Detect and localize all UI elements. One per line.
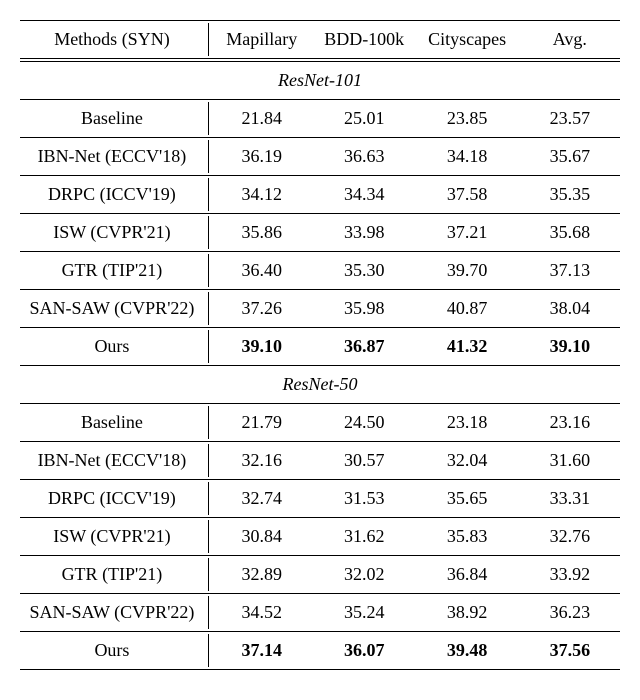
value-bdd: 36.87 [314, 328, 415, 366]
header-cityscapes: Cityscapes [415, 21, 520, 61]
method-name: DRPC (ICCV'19) [20, 176, 208, 214]
section-title: ResNet-50 [20, 366, 620, 404]
value-avg: 35.35 [520, 176, 620, 214]
value-cityscapes: 38.92 [415, 594, 520, 632]
value-bdd: 34.34 [314, 176, 415, 214]
method-name: Ours [20, 632, 208, 670]
value-cityscapes: 37.21 [415, 214, 520, 252]
value-avg: 33.92 [520, 556, 620, 594]
value-cityscapes: 34.18 [415, 138, 520, 176]
value-bdd: 25.01 [314, 100, 415, 138]
method-name: DRPC (ICCV'19) [20, 480, 208, 518]
row-divider [208, 252, 210, 290]
row-divider [208, 480, 210, 518]
value-bdd: 36.63 [314, 138, 415, 176]
row-divider [208, 556, 210, 594]
method-name: SAN-SAW (CVPR'22) [20, 290, 208, 328]
value-cityscapes: 39.70 [415, 252, 520, 290]
value-cityscapes: 35.65 [415, 480, 520, 518]
value-mapillary: 21.79 [210, 404, 314, 442]
value-cityscapes: 41.32 [415, 328, 520, 366]
value-cityscapes: 40.87 [415, 290, 520, 328]
value-avg: 31.60 [520, 442, 620, 480]
method-name: IBN-Net (ECCV'18) [20, 138, 208, 176]
row-divider [208, 442, 210, 480]
header-mapillary: Mapillary [210, 21, 314, 61]
value-avg: 23.57 [520, 100, 620, 138]
value-mapillary: 32.16 [210, 442, 314, 480]
value-bdd: 31.62 [314, 518, 415, 556]
value-bdd: 30.57 [314, 442, 415, 480]
value-bdd: 33.98 [314, 214, 415, 252]
value-bdd: 24.50 [314, 404, 415, 442]
method-name: GTR (TIP'21) [20, 252, 208, 290]
value-bdd: 31.53 [314, 480, 415, 518]
row-divider [208, 632, 210, 670]
row-divider [208, 290, 210, 328]
value-mapillary: 34.12 [210, 176, 314, 214]
value-mapillary: 21.84 [210, 100, 314, 138]
value-cityscapes: 32.04 [415, 442, 520, 480]
row-divider [208, 518, 210, 556]
value-mapillary: 37.26 [210, 290, 314, 328]
value-bdd: 36.07 [314, 632, 415, 670]
method-name: ISW (CVPR'21) [20, 518, 208, 556]
value-avg: 23.16 [520, 404, 620, 442]
value-avg: 38.04 [520, 290, 620, 328]
method-name: SAN-SAW (CVPR'22) [20, 594, 208, 632]
value-avg: 35.68 [520, 214, 620, 252]
value-mapillary: 34.52 [210, 594, 314, 632]
results-table: Methods (SYN)MapillaryBDD-100kCityscapes… [20, 20, 620, 670]
method-name: GTR (TIP'21) [20, 556, 208, 594]
row-divider [208, 100, 210, 138]
value-mapillary: 39.10 [210, 328, 314, 366]
method-name: IBN-Net (ECCV'18) [20, 442, 208, 480]
value-bdd: 35.98 [314, 290, 415, 328]
value-avg: 33.31 [520, 480, 620, 518]
value-bdd: 32.02 [314, 556, 415, 594]
row-divider [208, 328, 210, 366]
value-cityscapes: 36.84 [415, 556, 520, 594]
row-divider [208, 404, 210, 442]
value-bdd: 35.24 [314, 594, 415, 632]
header-avg: Avg. [520, 21, 620, 61]
value-mapillary: 32.74 [210, 480, 314, 518]
row-divider [208, 214, 210, 252]
value-mapillary: 30.84 [210, 518, 314, 556]
value-avg: 35.67 [520, 138, 620, 176]
row-divider [208, 176, 210, 214]
value-avg: 37.56 [520, 632, 620, 670]
value-cityscapes: 35.83 [415, 518, 520, 556]
header-bdd: BDD-100k [314, 21, 415, 61]
row-divider [208, 594, 210, 632]
value-cityscapes: 39.48 [415, 632, 520, 670]
value-mapillary: 35.86 [210, 214, 314, 252]
value-mapillary: 37.14 [210, 632, 314, 670]
value-avg: 32.76 [520, 518, 620, 556]
method-name: ISW (CVPR'21) [20, 214, 208, 252]
value-cityscapes: 23.85 [415, 100, 520, 138]
value-mapillary: 36.40 [210, 252, 314, 290]
value-mapillary: 36.19 [210, 138, 314, 176]
section-title: ResNet-101 [20, 60, 620, 100]
value-mapillary: 32.89 [210, 556, 314, 594]
value-cityscapes: 23.18 [415, 404, 520, 442]
value-avg: 39.10 [520, 328, 620, 366]
value-bdd: 35.30 [314, 252, 415, 290]
value-avg: 37.13 [520, 252, 620, 290]
row-divider [208, 138, 210, 176]
method-name: Ours [20, 328, 208, 366]
method-name: Baseline [20, 404, 208, 442]
method-name: Baseline [20, 100, 208, 138]
value-cityscapes: 37.58 [415, 176, 520, 214]
header-divider [208, 21, 210, 61]
value-avg: 36.23 [520, 594, 620, 632]
header-methods: Methods (SYN) [20, 21, 208, 61]
